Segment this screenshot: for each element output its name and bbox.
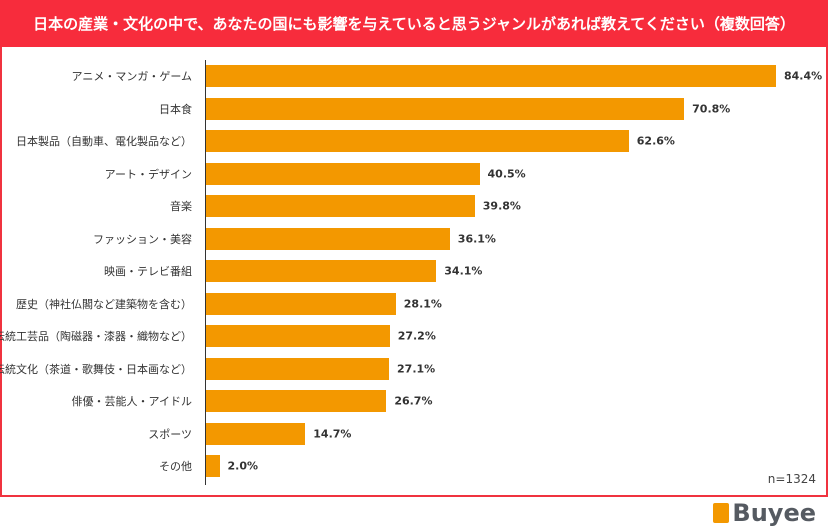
category-label: その他 [159,460,192,473]
bar [206,227,450,250]
value-label: 84.4% [784,69,823,83]
chart-frame [0,0,828,497]
bar [206,195,475,217]
category-label: アート・デザイン [104,167,192,181]
category-label: スポーツ [148,427,192,441]
value-label: 34.1% [444,264,483,278]
logo-text: Buyee [732,499,816,527]
bar [206,97,685,120]
category-label: 日本食 [159,102,192,116]
sample-size-note: n=1324 [767,472,816,486]
buyee-logo: Buyee [713,501,816,525]
bar [206,162,480,185]
bar [206,292,396,315]
value-label: 27.2% [397,329,436,343]
category-label: 映画・テレビ番組 [104,265,192,278]
value-label: 70.8% [692,102,731,115]
bar [206,260,437,282]
bar [206,65,776,87]
value-label: 36.1% [457,232,496,245]
value-label: 27.1% [397,362,436,375]
category-label: 俳優・芸能人・アイドル [71,395,192,408]
category-label: 音楽 [170,200,192,213]
category-label: 日本製品（自動車、電化製品など） [16,135,192,148]
category-label: アニメ・マンガ・ゲーム [71,70,192,83]
y-axis-line [205,60,206,485]
value-label: 26.7% [394,394,433,408]
value-label: 39.8% [482,199,521,213]
bar [206,130,629,152]
bar [206,325,390,347]
logo-icon [713,503,730,523]
bar [206,357,390,380]
bar [206,390,387,412]
bar [206,422,306,445]
category-label: 伝統文化（茶道・歌舞伎・日本画など） [0,362,192,376]
category-label: 伝統工芸品（陶磁器・漆器・織物など） [0,330,192,343]
category-label: 歴史（神社仏閣など建築物を含む） [16,297,192,311]
value-label: 14.7% [313,427,352,440]
bar [206,455,220,477]
category-label: ファッション・美容 [93,232,192,246]
value-label: 40.5% [487,167,526,180]
chart-title: 日本の産業・文化の中で、あなたの国にも影響を与えていると思うジャンルがあれば教え… [0,0,828,47]
value-label: 2.0% [227,459,259,473]
value-label: 62.6% [636,134,675,148]
value-label: 28.1% [403,297,442,310]
